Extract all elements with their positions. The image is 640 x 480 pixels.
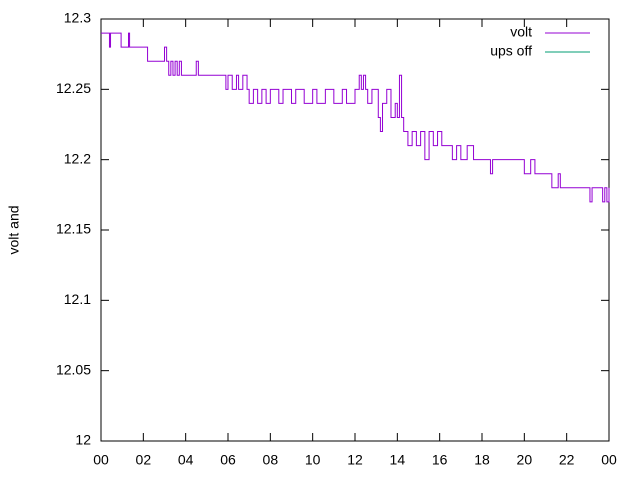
y-tick-label: 12.25 [56, 80, 91, 96]
x-tick-label: 12 [347, 452, 363, 468]
y-tick-label: 12.05 [56, 361, 91, 377]
x-tick-label: 18 [474, 452, 490, 468]
x-tick-label: 16 [432, 452, 448, 468]
y-axis-label: volt and [6, 205, 22, 254]
y-tick-label: 12.1 [64, 291, 91, 307]
y-tick-label: 12.15 [56, 221, 91, 237]
x-tick-label: 04 [178, 452, 194, 468]
y-tick-label: 12.2 [64, 150, 91, 166]
legend-label: ups off [490, 43, 532, 59]
legend-label: volt [510, 24, 532, 40]
x-tick-label: 00 [93, 452, 109, 468]
x-tick-label: 02 [136, 452, 152, 468]
x-tick-label: 06 [220, 452, 236, 468]
x-tick-label: 14 [390, 452, 406, 468]
y-tick-label: 12 [75, 432, 91, 448]
x-tick-label: 00 [601, 452, 617, 468]
y-tick-label: 12.3 [64, 10, 91, 26]
x-tick-label: 10 [305, 452, 321, 468]
x-tick-label: 20 [517, 452, 533, 468]
x-tick-label: 22 [559, 452, 575, 468]
series-line [101, 32, 610, 203]
plot-border [100, 18, 610, 442]
x-tick-label: 08 [263, 452, 279, 468]
